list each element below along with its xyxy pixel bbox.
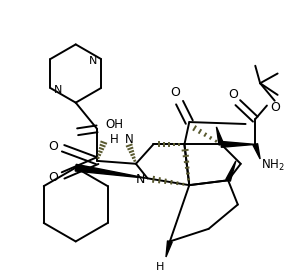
- Text: O: O: [228, 88, 238, 101]
- Polygon shape: [217, 127, 224, 145]
- Text: O: O: [48, 171, 58, 184]
- Text: N: N: [136, 173, 145, 186]
- Polygon shape: [226, 161, 236, 181]
- Polygon shape: [253, 144, 260, 159]
- Text: O: O: [48, 140, 58, 153]
- Text: OH: OH: [105, 119, 124, 131]
- Text: N: N: [89, 56, 97, 66]
- Polygon shape: [221, 141, 255, 147]
- Text: N: N: [54, 85, 62, 95]
- Text: NH$_2$: NH$_2$: [261, 158, 285, 173]
- Text: O: O: [270, 101, 280, 114]
- Text: O: O: [170, 86, 180, 100]
- Text: H: H: [156, 262, 164, 272]
- Polygon shape: [166, 241, 172, 257]
- Polygon shape: [75, 164, 147, 178]
- Text: H: H: [110, 133, 119, 146]
- Text: N: N: [125, 133, 134, 146]
